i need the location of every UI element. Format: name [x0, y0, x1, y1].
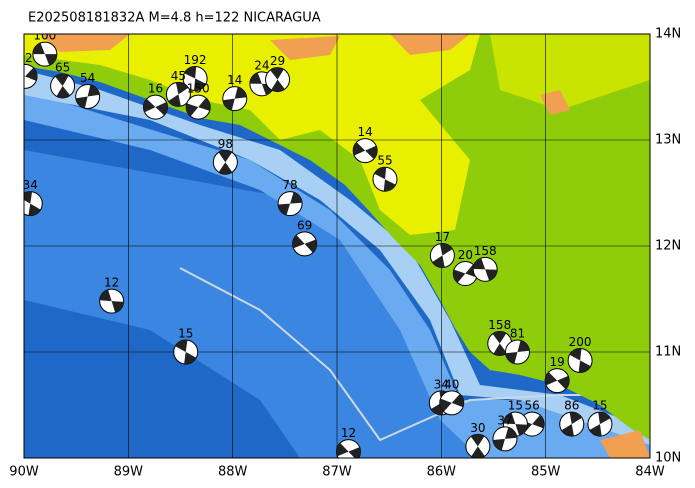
x-tick-label: 89W [114, 465, 144, 480]
y-tick-label: 12N [655, 239, 681, 254]
beach-ball-quadrant [492, 331, 507, 356]
beach-ball-quadrant [175, 339, 197, 365]
beach-ball-quadrant [222, 87, 247, 111]
beach-ball-quadrant [505, 340, 530, 364]
depth-label: 69 [297, 218, 312, 232]
depth-label: 14 [227, 73, 242, 87]
beach-ball-quadrant [439, 394, 464, 412]
depth-label: 15 [508, 399, 523, 413]
depth-label: 14 [358, 125, 373, 139]
y-tick-label: 11N [655, 345, 681, 360]
depth-label: 15 [592, 399, 607, 413]
beach-ball-quadrant [218, 150, 233, 175]
beach-ball-quadrant [143, 98, 168, 116]
beach-ball-quadrant [589, 412, 611, 437]
x-tick-label: 84W [635, 465, 665, 480]
depth-label: 24 [254, 58, 269, 72]
depth-label: 158 [474, 244, 497, 258]
beach-ball-quadrant [32, 43, 57, 66]
y-tick-label: 14N [655, 27, 681, 42]
beach-ball-quadrant [432, 243, 453, 268]
beach-ball-quadrant [473, 258, 498, 281]
depth-label: 65 [55, 60, 70, 74]
beach-ball-quadrant [493, 427, 517, 451]
beach-ball-quadrant [184, 66, 206, 91]
x-tick-label: 90W [9, 465, 39, 480]
beach-ball-quadrant [270, 67, 285, 92]
depth-label: 56 [524, 399, 539, 413]
depth-label: 86 [564, 399, 579, 413]
beach-ball-quadrant [470, 434, 485, 458]
beach-ball-quadrant [374, 167, 396, 192]
y-tick-label: 10N [655, 451, 681, 466]
depth-label: 192 [184, 53, 207, 67]
depth-label: 40 [444, 377, 459, 391]
beach-ball-quadrant [353, 142, 378, 159]
beach-ball-quadrant [278, 192, 302, 216]
depth-label: 54 [80, 71, 95, 85]
x-tick-label: 87W [322, 465, 352, 480]
beach-ball-quadrant [24, 191, 41, 216]
beach-ball-quadrant [336, 443, 361, 458]
beach-ball-quadrant [561, 412, 582, 437]
beach-ball-quadrant [453, 264, 478, 283]
depth-label: 34 [23, 178, 38, 192]
depth-label: 12 [17, 51, 32, 65]
beach-ball-quadrant [545, 372, 570, 390]
depth-label: 98 [218, 137, 233, 151]
depth-label: 45 [171, 69, 186, 83]
depth-label: 81 [510, 327, 525, 341]
x-tick-label: 86W [427, 465, 457, 480]
beach-ball-quadrant [99, 289, 124, 313]
beach-ball-quadrant [186, 97, 211, 117]
depth-label: 12 [104, 276, 119, 290]
x-tick-label: 88W [218, 465, 248, 480]
depth-label: 100 [33, 29, 56, 43]
x-tick-label: 85W [531, 465, 561, 480]
depth-label: 200 [569, 335, 592, 349]
depth-label: 16 [148, 82, 163, 96]
depth-label: 19 [550, 355, 565, 369]
depth-label: 12 [341, 426, 356, 440]
depth-label: 29 [270, 54, 285, 68]
depth-label: 55 [377, 154, 392, 168]
depth-label: 17 [435, 230, 450, 244]
map-frame [23, 33, 651, 459]
map-title: E202508181832A M=4.8 h=122 NICARAGUA [28, 11, 321, 26]
beach-ball-quadrant [55, 73, 71, 98]
depth-label: 37 [497, 413, 512, 427]
depth-label: 30 [470, 421, 485, 435]
depth-label: 158 [488, 318, 511, 332]
depth-label: 15 [178, 327, 193, 341]
beach-ball-quadrant [292, 235, 317, 253]
beach-ball-quadrant [75, 84, 100, 109]
y-tick-label: 13N [655, 133, 681, 148]
beach-ball-quadrant [249, 72, 274, 96]
beach-ball-quadrant [24, 67, 38, 81]
beach-ball-quadrant [503, 412, 528, 436]
beach-ball-quadrant [168, 82, 189, 107]
beach-ball-quadrant [569, 348, 591, 373]
depth-label: 34 [434, 377, 449, 391]
depth-label: 20 [458, 248, 473, 262]
depth-label: 150 [187, 82, 210, 96]
depth-label: 78 [282, 178, 297, 192]
